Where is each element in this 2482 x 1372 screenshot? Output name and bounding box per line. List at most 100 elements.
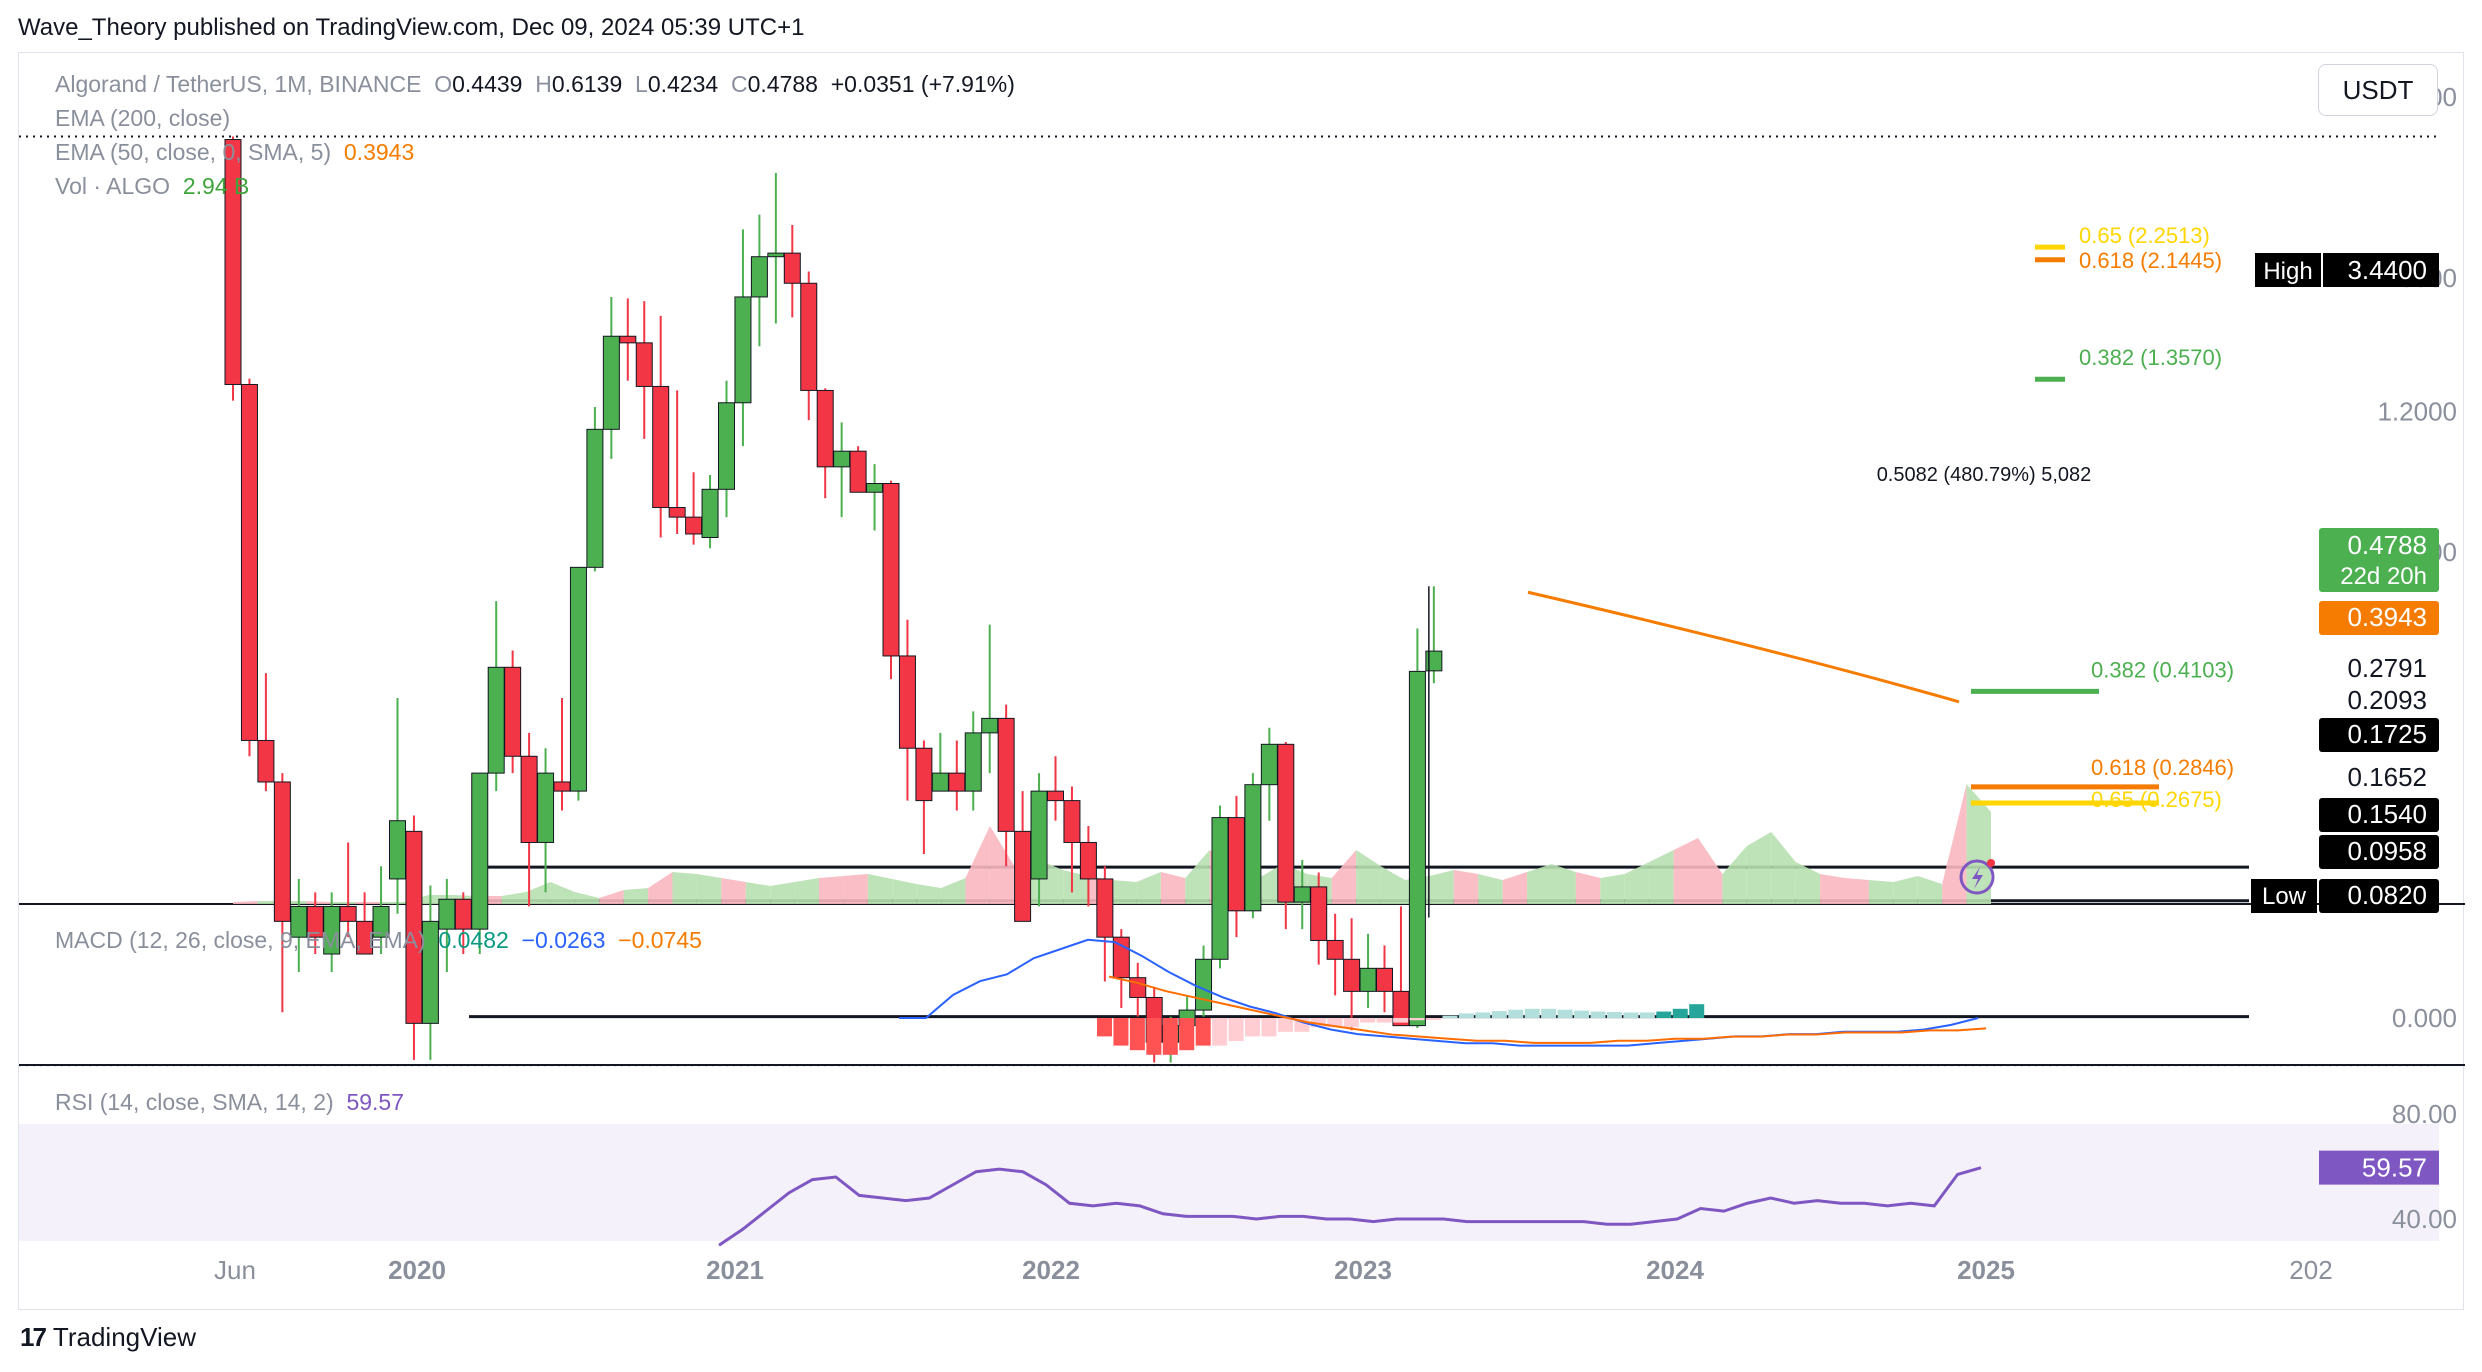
volume-area-segment (1649, 850, 1674, 904)
volume-area-segment (892, 879, 917, 904)
macd-histogram-bar (1376, 1018, 1392, 1023)
candle-body (356, 920, 374, 955)
volume-area-segment (379, 902, 404, 904)
candle-body (964, 732, 982, 792)
volume-value: 2.94 B (182, 173, 250, 199)
macd-histogram-bar (1245, 1018, 1261, 1037)
legend-symbol-row: Algorand / TetherUS, 1M, BINANCE O0.4439… (55, 71, 1015, 98)
candle-body (915, 747, 933, 802)
candle-body (438, 898, 456, 930)
candle-body (685, 516, 703, 535)
volume-area-segment (574, 892, 600, 904)
macd-histogram-bar (1606, 1012, 1622, 1018)
candle-body (898, 655, 916, 749)
candle-body (800, 282, 818, 391)
currency-button[interactable]: USDT (2318, 64, 2438, 116)
volume-area-segment (1258, 864, 1283, 904)
volume-area-segment (867, 874, 893, 904)
candle-body (471, 772, 489, 930)
volume-area-segment (745, 882, 771, 904)
legend-rsi[interactable]: RSI (14, close, SMA, 14, 2) 59.57 (55, 1089, 404, 1116)
macd-histogram-bar (1541, 1008, 1557, 1018)
legend-volume[interactable]: Vol · ALGO 2.94 B (55, 173, 249, 200)
candle-body (783, 252, 801, 284)
macd-histogram-bar (1639, 1012, 1655, 1018)
open-label: O (434, 71, 453, 97)
candle-body (635, 342, 653, 387)
fib-level-label: 0.618 (0.2846) (2091, 755, 2234, 780)
rsi-value-label-bg (2319, 1150, 2439, 1185)
price-label-bg (2319, 835, 2439, 869)
x-axis-label: 2025 (1957, 1255, 2015, 1285)
price-label: 0.4788 (2347, 530, 2427, 560)
candle-body (1211, 817, 1229, 960)
macd-histogram-bar (1475, 1012, 1491, 1018)
legend-ema200[interactable]: EMA (200, close) (55, 105, 230, 132)
candle-body (948, 772, 966, 792)
volume-area-segment (1698, 838, 1723, 904)
candle-body (767, 252, 785, 258)
macd-label: MACD (12, 26, close, 9, EMA, EMA) (55, 927, 426, 953)
macd-histogram-bar (1524, 1008, 1540, 1018)
ema50-value: 0.3943 (343, 139, 415, 165)
candle-body (487, 666, 505, 774)
legend-ema50[interactable]: EMA (50, close, 0, SMA, 5) 0.3943 (55, 139, 414, 166)
macd-histogram-bar (1162, 1018, 1178, 1055)
high-tag-label: High (2263, 258, 2312, 285)
change-value: +0.0351 (+7.91%) (830, 71, 1015, 97)
macd-line (899, 938, 1979, 1047)
y-tick-label: 1.2000 (2377, 396, 2457, 426)
price-label-bg (2319, 879, 2439, 913)
candle-body (931, 772, 949, 792)
alert-bolt-icon-glyph (1972, 867, 1983, 889)
high-value-bg (2323, 253, 2439, 287)
volume-area-segment (916, 884, 942, 904)
candle-body (454, 898, 472, 930)
volume-area-segment (1185, 850, 1210, 904)
footer-brand[interactable]: 17 TradingView (20, 1322, 196, 1353)
macd-histogram-bar (1179, 1018, 1195, 1051)
candle-body (750, 256, 768, 298)
volume-area-segment (721, 878, 746, 904)
candle-body (619, 335, 637, 344)
symbol-title[interactable]: Algorand / TetherUS, 1M, BINANCE (55, 71, 422, 97)
volume-area-segment (1673, 838, 1698, 904)
price-label: 0.1725 (2347, 719, 2427, 749)
volume-area-segment (623, 888, 649, 904)
macd-histogram-bar (1393, 1018, 1409, 1023)
price-label: 0.2093 (2347, 685, 2427, 715)
legend-macd[interactable]: MACD (12, 26, close, 9, EMA, EMA) 0.0482… (55, 927, 702, 954)
rsi-line (718, 1166, 1982, 1247)
volume-area-segment (1746, 832, 1772, 904)
macd-histogram-bar (1508, 1009, 1524, 1018)
x-axis-label: 2022 (1022, 1255, 1080, 1285)
candle-body (569, 566, 587, 792)
candle-body (1293, 886, 1311, 903)
x-axis-label: Jun (214, 1255, 256, 1285)
volume-area-segment (1429, 870, 1454, 904)
candle-body (997, 717, 1015, 832)
macd-value-2: −0.0263 (521, 927, 606, 953)
volume-area-segment (965, 826, 990, 904)
alert-dot-icon (1987, 859, 1995, 867)
volume-area-segment (599, 890, 624, 904)
macd-histogram-bar (1097, 1018, 1112, 1037)
rsi-value-label: 59.57 (2362, 1153, 2427, 1183)
volume-label: Vol · ALGO (55, 173, 171, 199)
macd-signal-line (1108, 975, 1987, 1044)
low-label: L (635, 71, 648, 97)
candle-body (1376, 967, 1393, 992)
macd-histogram-bar (1129, 1018, 1145, 1051)
candle-body (734, 296, 752, 404)
candle-body (1277, 743, 1295, 903)
ema200-label: EMA (200, close) (55, 105, 231, 131)
volume-area-segment (989, 826, 1015, 904)
candle-body (1244, 784, 1262, 912)
candle-body (323, 905, 341, 955)
price-label-bg (2319, 798, 2439, 832)
candle-body (421, 920, 439, 1024)
volume-area-segment (550, 882, 575, 904)
volume-area-segment (1966, 784, 1991, 904)
